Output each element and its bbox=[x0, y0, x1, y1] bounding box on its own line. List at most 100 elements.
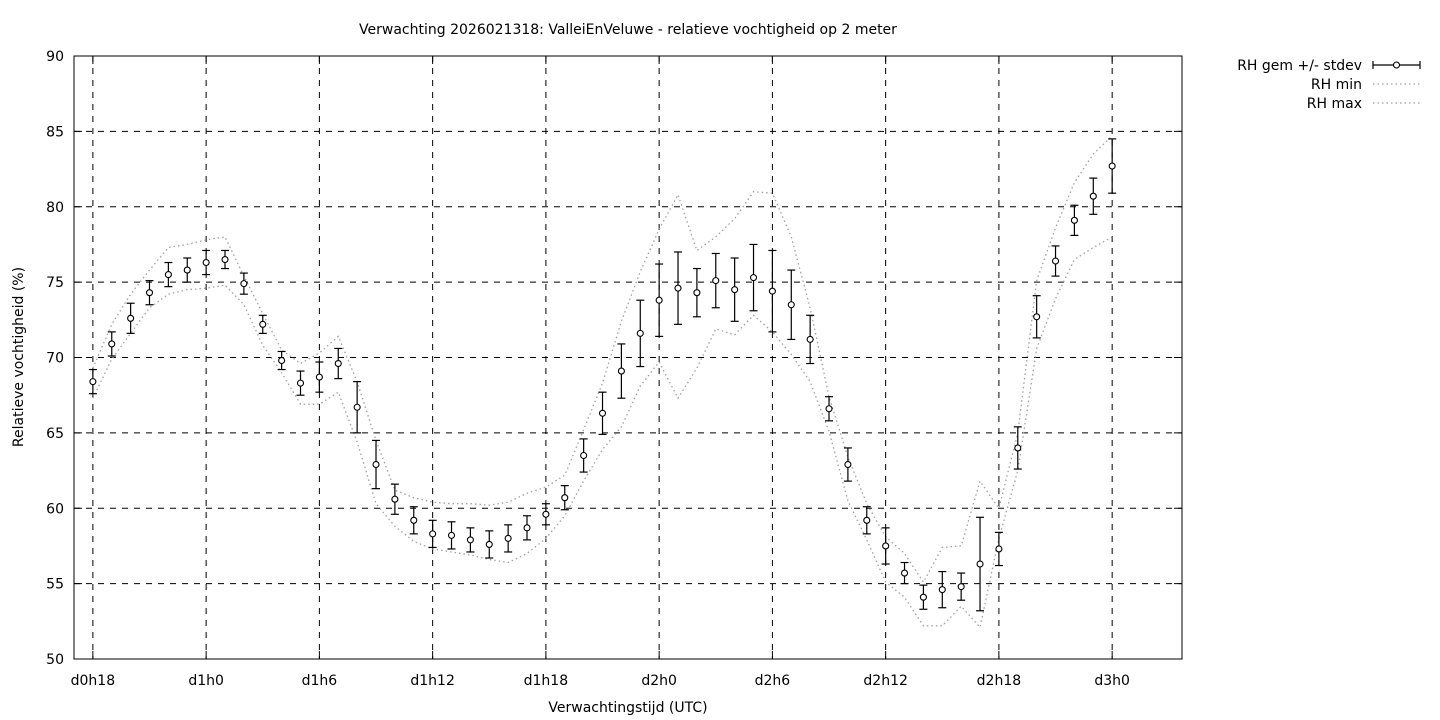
data-point bbox=[692, 267, 701, 318]
mean-point bbox=[882, 542, 890, 550]
y-tick-label: 85 bbox=[46, 124, 64, 140]
x-tick-label: d0h18 bbox=[71, 673, 115, 689]
data-point bbox=[88, 368, 97, 395]
data-point bbox=[900, 561, 909, 585]
data-point bbox=[1013, 426, 1022, 470]
y-tick-label: 75 bbox=[46, 275, 64, 291]
mean-point bbox=[561, 494, 569, 502]
data-point bbox=[976, 516, 985, 612]
data-point bbox=[1070, 204, 1079, 236]
mean-point bbox=[542, 510, 550, 518]
mean-point bbox=[334, 359, 342, 368]
data-point bbox=[353, 381, 362, 434]
mean-point bbox=[523, 524, 531, 532]
data-point bbox=[145, 280, 154, 306]
legend-label: RH max bbox=[1307, 96, 1362, 112]
mean-point bbox=[1051, 257, 1060, 265]
x-tick-label: d2h12 bbox=[863, 673, 907, 689]
mean-point bbox=[731, 286, 739, 294]
mean-point bbox=[145, 289, 154, 297]
data-point bbox=[1089, 177, 1098, 215]
data-point bbox=[523, 515, 532, 541]
data-point bbox=[107, 331, 116, 357]
data-point bbox=[749, 243, 758, 312]
data-point bbox=[372, 439, 381, 490]
data-point bbox=[711, 252, 720, 309]
mean-point bbox=[825, 405, 833, 413]
x-tick-label: d3h0 bbox=[1094, 673, 1130, 689]
mean-point bbox=[617, 367, 625, 375]
mean-point bbox=[712, 277, 720, 285]
mean-point bbox=[221, 255, 229, 264]
data-point bbox=[1108, 138, 1117, 194]
mean-point bbox=[598, 409, 607, 417]
mean-point bbox=[240, 280, 248, 288]
data-point bbox=[674, 251, 683, 325]
mean-point bbox=[995, 545, 1003, 553]
data-point bbox=[485, 530, 494, 559]
data-point bbox=[315, 361, 324, 393]
legend: RH gem +/- stdev RH min RH max bbox=[1237, 58, 1421, 112]
data-point bbox=[655, 263, 664, 337]
mean-point bbox=[1089, 192, 1097, 200]
mean-point bbox=[674, 284, 682, 292]
y-axis-ticks: 50 55 60 65 70 75 80 85 90 bbox=[46, 49, 1182, 668]
data-point bbox=[428, 519, 437, 549]
data-point bbox=[843, 447, 852, 482]
mean-point bbox=[976, 560, 984, 568]
data-point bbox=[636, 299, 645, 368]
mean-point bbox=[504, 534, 512, 542]
mean-point bbox=[693, 289, 701, 297]
mean-point bbox=[1014, 444, 1022, 452]
y-axis-label: Relatieve vochtigheid (%) bbox=[11, 267, 27, 447]
mean-point bbox=[127, 314, 135, 322]
series-rh-max bbox=[92, 135, 1113, 584]
data-point bbox=[598, 391, 607, 435]
chart-title: Verwachting 2026021318: ValleiEnVeluwe -… bbox=[359, 22, 897, 38]
x-tick-label: d2h18 bbox=[977, 673, 1021, 689]
data-point bbox=[957, 572, 966, 601]
mean-point bbox=[1070, 216, 1078, 224]
data-point bbox=[994, 531, 1003, 567]
data-point bbox=[202, 249, 211, 276]
mean-point bbox=[183, 266, 191, 274]
x-tick-label: d1h0 bbox=[188, 673, 224, 689]
data-point bbox=[919, 584, 928, 610]
mean-point bbox=[447, 531, 456, 539]
y-tick-label: 90 bbox=[46, 49, 64, 65]
data-point bbox=[862, 506, 871, 535]
data-point bbox=[239, 272, 248, 295]
mean-point bbox=[655, 296, 663, 304]
mean-point bbox=[372, 460, 380, 469]
y-tick-label: 65 bbox=[46, 426, 64, 442]
data-point bbox=[938, 570, 947, 609]
data-point bbox=[881, 527, 890, 565]
y-tick-label: 55 bbox=[46, 577, 64, 593]
mean-point bbox=[900, 569, 909, 577]
rh-max-line bbox=[92, 135, 1113, 584]
x-tick-label: d2h0 bbox=[641, 673, 677, 689]
mean-point bbox=[353, 403, 361, 411]
x-tick-label: d1h12 bbox=[410, 673, 454, 689]
mean-point bbox=[259, 320, 267, 328]
mean-point bbox=[466, 536, 474, 544]
legend-label: RH min bbox=[1311, 77, 1362, 93]
mean-point bbox=[278, 356, 286, 365]
data-point bbox=[541, 503, 550, 526]
plot-frame bbox=[73, 55, 1183, 660]
data-point bbox=[390, 483, 399, 515]
x-axis-label: Verwachtingstijd (UTC) bbox=[548, 700, 707, 716]
x-tick-label: d2h6 bbox=[755, 673, 791, 689]
x-tick-label: d1h18 bbox=[524, 673, 568, 689]
data-point bbox=[806, 314, 815, 365]
mean-point bbox=[749, 274, 758, 282]
data-point bbox=[560, 485, 569, 511]
mean-point bbox=[89, 378, 97, 386]
data-point bbox=[1032, 295, 1041, 339]
data-point bbox=[730, 257, 739, 322]
data-point bbox=[768, 249, 777, 333]
data-point bbox=[296, 370, 305, 396]
data-point bbox=[1051, 245, 1060, 277]
data-point bbox=[617, 343, 626, 399]
